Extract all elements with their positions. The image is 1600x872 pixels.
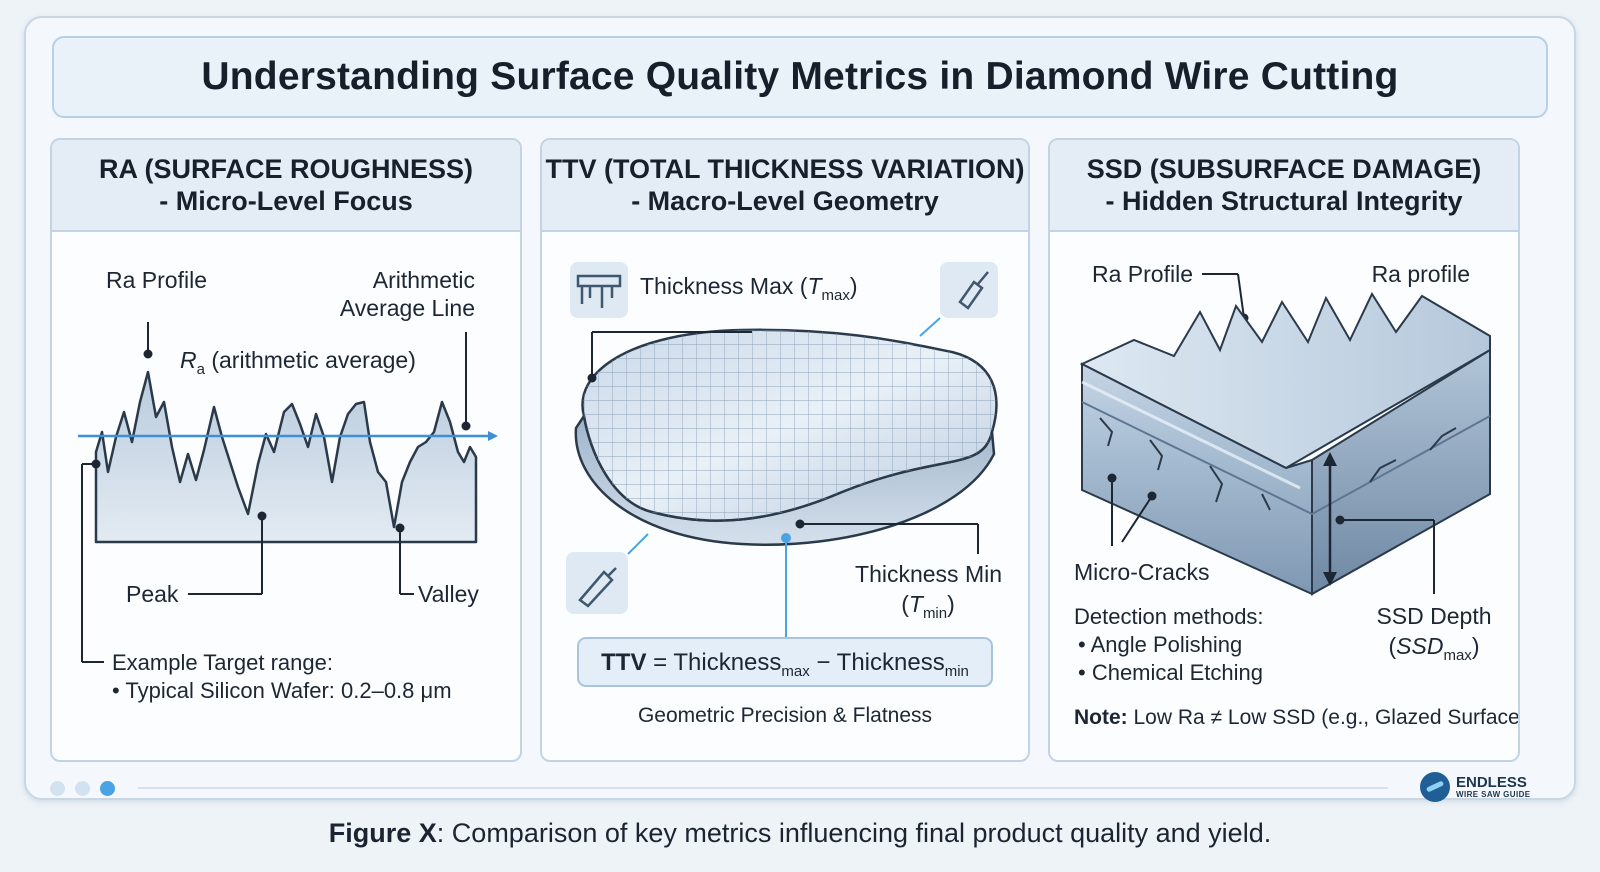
ttv-panel-header: TTV (TOTAL THICKNESS VARIATION) - Macro-… — [542, 140, 1028, 232]
measure-point — [781, 533, 791, 543]
ttv-wafer-diagram: Thickness Max (Tmax) Thickness Min (Tmin… — [566, 262, 1002, 727]
valley-label: Valley — [418, 581, 479, 607]
caliper-icon — [570, 262, 628, 318]
figure-caption: Figure X: Comparison of key metrics infl… — [328, 818, 1272, 848]
block-top-surface — [1079, 291, 1491, 470]
probe-beam-bottom — [627, 533, 649, 555]
ttv-subheading: - Macro-Level Geometry — [631, 186, 939, 216]
ttv-formula-box — [577, 637, 993, 687]
detection-title: Detection methods: — [1074, 604, 1264, 629]
block-side-face — [1311, 348, 1491, 596]
ssd-ra-profile-left: Ra Profile — [1092, 261, 1193, 287]
ra-subheading: - Micro-Level Focus — [159, 186, 413, 216]
ssd-block-diagram: Ra Profile Ra profile Micro-Cracks Detec… — [1074, 261, 1518, 729]
ssd-note: Note: Low Ra ≠ Low SSD (e.g., Glazed Sur… — [1074, 706, 1518, 729]
ssd-subheading: - Hidden Structural Integrity — [1105, 186, 1463, 216]
brand-logo: ENDLESS WIRE SAW GUIDE — [1420, 772, 1531, 802]
peak-marker — [143, 349, 153, 359]
peak-label: Peak — [126, 581, 179, 607]
title-banner: Understanding Surface Quality Metrics in… — [52, 36, 1548, 118]
progress-track — [138, 787, 1388, 789]
ssd-panel-header: SSD (SUBSURFACE DAMAGE) - Hidden Structu… — [1050, 140, 1518, 232]
pagination-dot[interactable] — [75, 781, 90, 796]
max-marker — [587, 373, 597, 383]
thickness-max-label: Thickness Max (Tmax) — [640, 273, 858, 304]
target-range-title: Example Target range: — [112, 650, 333, 675]
ttv-footer: Geometric Precision & Flatness — [638, 704, 932, 727]
ssd-depth-symbol: (SSDmax) — [1389, 633, 1480, 664]
ssd-ra-profile-right: Ra profile — [1372, 261, 1470, 287]
micro-cracks — [1099, 417, 1457, 511]
logo-text: ENDLESS — [1456, 773, 1527, 791]
detection-method-1: • Angle Polishing — [1078, 632, 1242, 657]
ra-panel-header: RA (SURFACE ROUGHNESS) - Micro-Level Foc… — [52, 140, 520, 232]
average-line-arrow — [488, 431, 498, 441]
ttv-formula: TTV = Thicknessmax − Thicknessmin — [601, 649, 969, 680]
probe-icon-bottom — [566, 552, 628, 614]
target-range-value: • Typical Silicon Wafer: 0.2–0.8 μm — [112, 678, 452, 703]
ra-average-label: Ra (arithmetic average) — [180, 347, 416, 378]
pagination-dot[interactable] — [50, 781, 65, 796]
page-title: Understanding Surface Quality Metrics in… — [201, 55, 1399, 98]
ttv-heading: TTV (TOTAL THICKNESS VARIATION) — [545, 154, 1025, 184]
ssd-depth-label: SSD Depth — [1376, 603, 1491, 629]
ttv-panel: TTV (TOTAL THICKNESS VARIATION) - Macro-… — [540, 138, 1030, 762]
ssd-heading: SSD (SUBSURFACE DAMAGE) — [1086, 154, 1482, 184]
ssd-panel: SSD (SUBSURFACE DAMAGE) - Hidden Structu… — [1048, 138, 1520, 762]
avg-line-label-1: Arithmetic — [373, 267, 475, 293]
avg-line-label-2: Average Line — [340, 295, 475, 321]
probe-beam-top — [919, 317, 941, 337]
pagination-dot-active[interactable] — [100, 781, 115, 796]
thickness-min-symbol: (Tmin) — [901, 591, 955, 622]
detection-method-2: • Chemical Etching — [1078, 660, 1263, 685]
ra-panel: RA (SURFACE ROUGHNESS) - Micro-Level Foc… — [50, 138, 522, 762]
ra-heading: RA (SURFACE ROUGHNESS) — [98, 154, 474, 184]
ra-profile-diagram: Ra Profile Arithmetic Average Line Ra (a… — [78, 267, 498, 703]
logo-icon — [1420, 772, 1450, 802]
ra-profile-label: Ra Profile — [106, 267, 207, 293]
logo-tagline: WIRE SAW GUIDE — [1456, 789, 1531, 799]
pagination-dots[interactable] — [50, 781, 115, 796]
ra-surface-profile — [94, 370, 478, 544]
micro-cracks-label: Micro-Cracks — [1074, 559, 1209, 585]
thickness-min-label: Thickness Min — [855, 561, 1002, 587]
